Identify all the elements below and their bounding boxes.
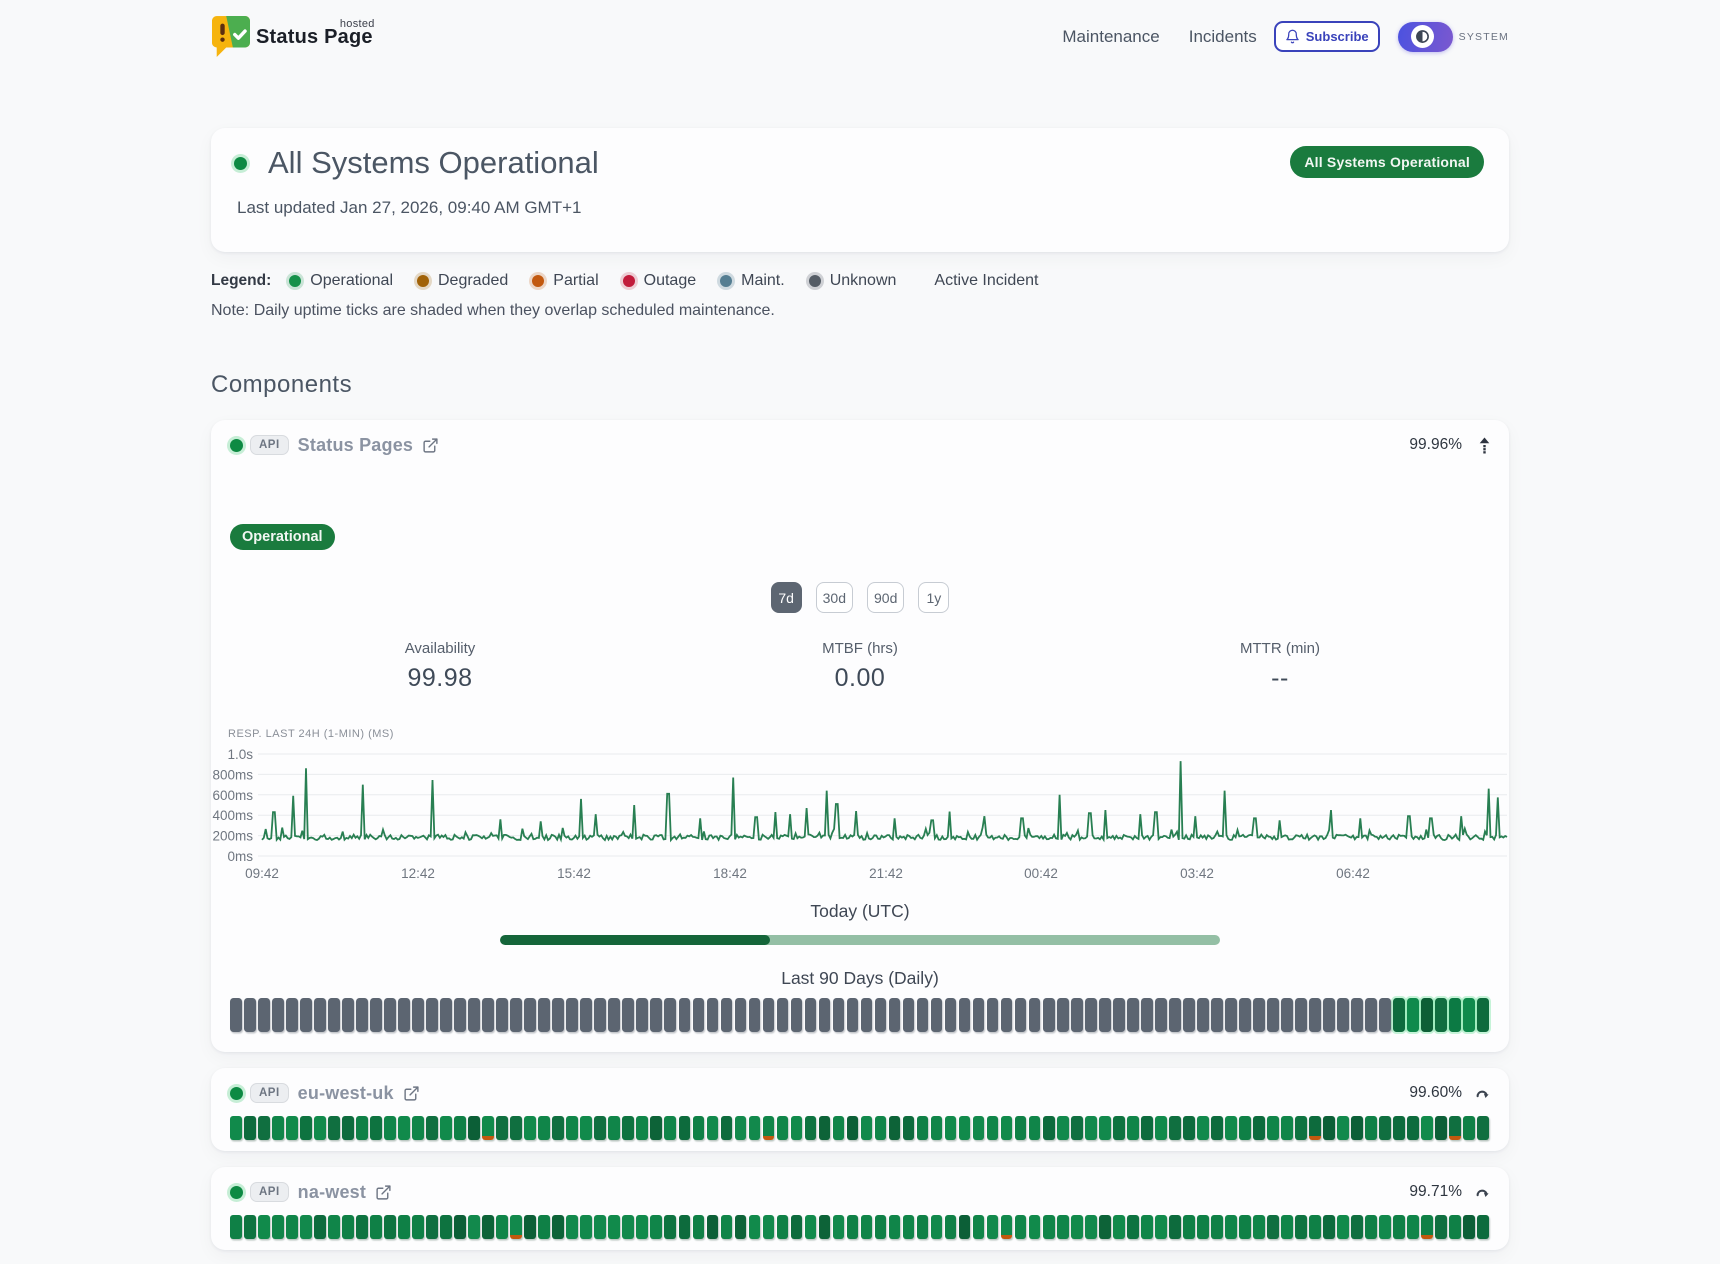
svg-text:0ms: 0ms [227, 849, 253, 864]
svg-text:200ms: 200ms [212, 829, 253, 844]
svg-text:600ms: 600ms [212, 788, 253, 803]
svg-text:RESP. LAST 24H (1-MIN) (MS): RESP. LAST 24H (1-MIN) (MS) [228, 728, 394, 740]
svg-text:15:42: 15:42 [557, 866, 591, 880]
svg-text:400ms: 400ms [212, 808, 253, 823]
svg-text:00:42: 00:42 [1024, 866, 1058, 880]
svg-text:18:42: 18:42 [713, 866, 747, 880]
svg-text:06:42: 06:42 [1336, 866, 1370, 880]
svg-text:800ms: 800ms [212, 767, 253, 782]
svg-text:21:42: 21:42 [869, 866, 903, 880]
svg-text:03:42: 03:42 [1180, 866, 1214, 880]
svg-text:1.0s: 1.0s [227, 747, 253, 762]
svg-text:09:42: 09:42 [245, 866, 279, 880]
svg-text:12:42: 12:42 [401, 866, 435, 880]
